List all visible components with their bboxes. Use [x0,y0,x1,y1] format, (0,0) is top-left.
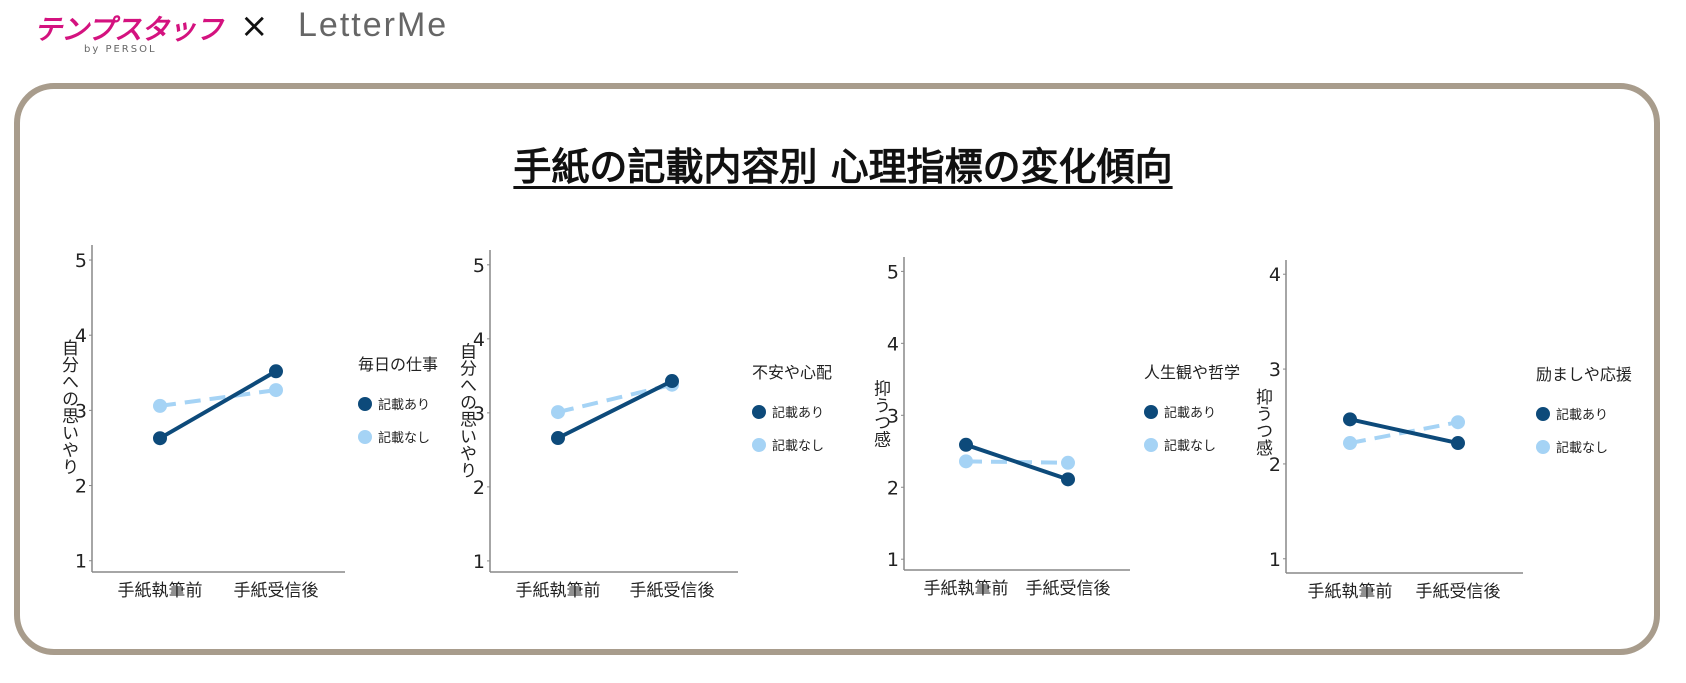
y-tick-label: 3 [1269,359,1281,381]
data-point-without [269,383,283,398]
y-tick-label: 1 [75,551,87,573]
y-tick-label: 2 [75,476,87,498]
letterme-logo: LetterMe [298,6,449,44]
y-tick-label: 3 [887,405,899,427]
y-tick-label: 4 [75,325,87,347]
data-point-without [1451,415,1465,430]
series-line-with [965,442,1069,482]
data-point-without [551,405,565,420]
y-tick-label: 5 [887,261,899,283]
y-tick-label: 4 [473,329,485,351]
y-tick-label: 4 [887,333,899,355]
data-point-with [1343,412,1357,427]
legend-marker [752,438,766,452]
x-tick-label: 手紙受信後 [1416,582,1501,602]
y-axis-label: 自分への思いやり [58,339,79,475]
legend-marker [752,405,766,419]
series-line-with [557,379,673,440]
data-point-with [551,431,565,446]
persol-sublogo: by PERSOL [84,44,157,55]
legend-marker [358,397,372,411]
data-point-without [959,454,973,469]
y-tick-label: 3 [75,400,87,422]
y-axis-label: 自分への思いやり [456,342,477,478]
y-tick-label: 1 [887,549,899,571]
x-tick-label: 手紙受信後 [1026,579,1111,599]
legend-title: 不安や心配 [752,363,832,382]
page-title: 手紙の記載内容別 心理指標の変化傾向 [513,145,1173,189]
x-tick-label: 手紙執筆前 [516,581,601,601]
data-point-with [1061,472,1075,487]
y-axis-label: 抑うつ感 [1252,388,1273,456]
collab-separator: × [240,6,269,46]
data-point-with [1451,436,1465,451]
x-tick-label: 手紙執筆前 [118,581,203,601]
series-line-without [159,388,277,408]
legend-label: 記載なし [772,438,824,454]
y-tick-label: 4 [1269,264,1281,286]
data-point-without [1061,455,1075,470]
legend-label: 記載あり [378,397,430,413]
data-point-with [959,437,973,452]
legend-title: 励ましや応援 [1536,365,1632,384]
legend-label: 記載あり [772,405,824,421]
legend-title: 人生観や哲学 [1144,363,1240,382]
content-frame [14,83,1660,655]
legend-marker [1536,440,1550,454]
tempstaff-logo: テンプスタッフ [34,13,223,46]
y-tick-label: 5 [473,255,485,277]
data-point-without [1343,436,1357,451]
y-tick-label: 2 [473,477,485,499]
legend-marker [1536,407,1550,421]
y-tick-label: 1 [473,551,485,573]
legend-label: 記載なし [1556,440,1608,456]
y-tick-label: 5 [75,250,87,272]
y-tick-label: 3 [473,403,485,425]
legend-label: 記載なし [378,430,430,446]
y-axis-label: 抑うつ感 [870,379,891,447]
legend-label: 記載なし [1164,438,1216,454]
legend-label: 記載あり [1164,405,1216,421]
data-point-without [153,398,167,413]
data-point-with [665,374,679,389]
x-tick-label: 手紙受信後 [630,581,715,601]
legend-marker [1144,405,1158,419]
series-line-with [1349,417,1459,446]
legend-marker [1144,438,1158,452]
x-tick-label: 手紙執筆前 [924,579,1009,599]
legend-title: 毎日の仕事 [358,355,438,374]
y-tick-label: 2 [1269,454,1281,476]
x-tick-label: 手紙受信後 [234,581,319,601]
data-point-with [153,431,167,446]
series-line-without [557,382,673,415]
y-tick-label: 1 [1269,549,1281,571]
data-point-with [269,364,283,379]
legend-marker [358,430,372,444]
x-tick-label: 手紙執筆前 [1308,582,1393,602]
series-line-with [159,369,277,440]
legend-label: 記載あり [1556,407,1608,423]
y-tick-label: 2 [887,477,899,499]
